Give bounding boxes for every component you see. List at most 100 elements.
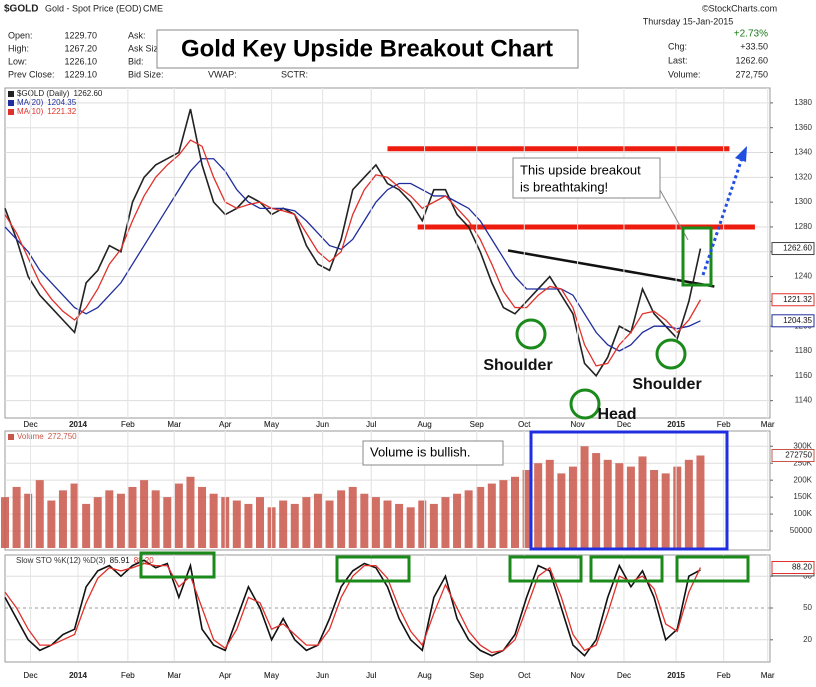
last-label: Last: [668,55,688,65]
copyright: ©StockCharts.com [702,3,777,13]
x-tick-label: Feb [121,671,135,680]
bar [140,480,149,548]
bar [545,459,554,548]
x-tick-label: Mar [167,420,181,429]
x-tick-label: Nov [570,420,584,429]
bar [302,497,311,548]
bar [534,463,543,548]
x-tick-label: Mar [761,671,775,680]
note-box [512,157,661,199]
arrow [701,157,744,276]
series-line [4,158,701,352]
x-tick-label: Dec [23,671,37,680]
x-tick-label: May [264,671,279,680]
header-fields: Open: 1229.70 High: 1267.20 Low: 1226.10 Prev … [8,30,308,79]
note: This upside breakout [520,162,641,177]
y-tick-label: 200K [793,475,812,484]
value-tag-label: 88.20 [792,563,813,572]
x-tick-label: Aug [417,420,431,429]
volume: 272,750 [735,69,768,79]
y-tick-label: 100K [793,509,812,518]
bar [116,493,125,548]
field-value: 1229.10 [64,69,97,79]
y-tick-label: 250K [793,458,812,467]
legend-value: 1204.35 [47,98,76,107]
series-line [4,559,701,657]
x-tick-label: Jun [316,671,329,680]
circle [655,338,687,370]
x-tick-label: Nov [570,671,584,680]
note: is breathtaking! [520,179,608,194]
neckline [507,249,715,288]
field-value: 1229.70 [64,30,97,40]
bar [371,497,380,548]
y-tick-label: 1320 [794,172,812,181]
x-tick-label: May [264,420,279,429]
bar [325,500,334,548]
field-label: Open: [8,30,33,40]
bar [313,493,322,548]
bar [626,466,635,548]
y-tick-label: 1360 [794,123,812,132]
x-tick-label: Jun [316,671,329,680]
bar [476,486,485,548]
legend-swatch [8,109,14,115]
bar [290,503,299,548]
x-tick-label: Feb [717,671,731,680]
bar [418,500,427,548]
bar [696,455,705,548]
value-tag-label: 272750 [785,451,812,460]
x-tick-label: Feb [717,420,731,429]
y-tick-label: 1300 [794,197,812,206]
legend-name: $GOLD (Daily) [17,89,70,98]
field-label: Prev Close: [8,69,55,79]
chg: +33.50 [740,41,768,51]
x-tick-label: Feb [717,671,731,680]
field-label: Ask Size: [128,43,166,53]
note: Volume is bullish. [370,444,470,459]
x-tick-label: Dec [617,420,631,429]
x-tick-label: Feb [121,671,135,680]
bar [499,480,508,548]
y-tick-label: 50000 [790,526,813,535]
x-tick-label: Apr [219,671,232,680]
x-tick-label: Dec [23,420,37,429]
x-tick-label: Feb [121,420,135,429]
circle [569,388,601,420]
y-tick-label: 1160 [795,371,813,380]
x-tick-label: Mar [167,671,181,680]
head-label: Head [597,406,636,423]
x-tick-label: Dec [617,671,631,680]
legend-value: 272,750 [48,432,77,441]
chart-title: Gold Key Upside Breakout Chart [181,35,553,62]
x-tick-label: Oct [518,671,531,680]
bar [244,503,253,548]
x-tick-label: Jun [316,420,329,429]
bar [256,497,264,548]
symbol: $GOLD [4,4,38,15]
bar [568,466,577,548]
x-tick-label: Dec [617,671,631,680]
bar [684,459,693,548]
y-tick-label: 1340 [794,148,812,157]
legend-swatch [8,434,14,440]
bar [174,483,183,548]
bar [464,490,473,548]
field-label: VWAP: [208,69,237,79]
x-tick-label: Jul [366,420,376,429]
breakout-box [681,226,713,287]
x-tick-label: Jun [316,420,329,429]
bar [615,463,624,548]
bar [279,500,288,548]
value-tag-label: 1221.32 [783,295,812,304]
y-tick-label: 1180 [795,346,813,355]
stoch-box [335,555,411,583]
change-pct: +2.73% [734,29,768,40]
bar [580,446,589,548]
field-label: Bid Size: [128,69,164,79]
bar [105,490,114,548]
date: Thursday 15-Jan-2015 [643,16,734,26]
stoch-box [675,555,750,583]
